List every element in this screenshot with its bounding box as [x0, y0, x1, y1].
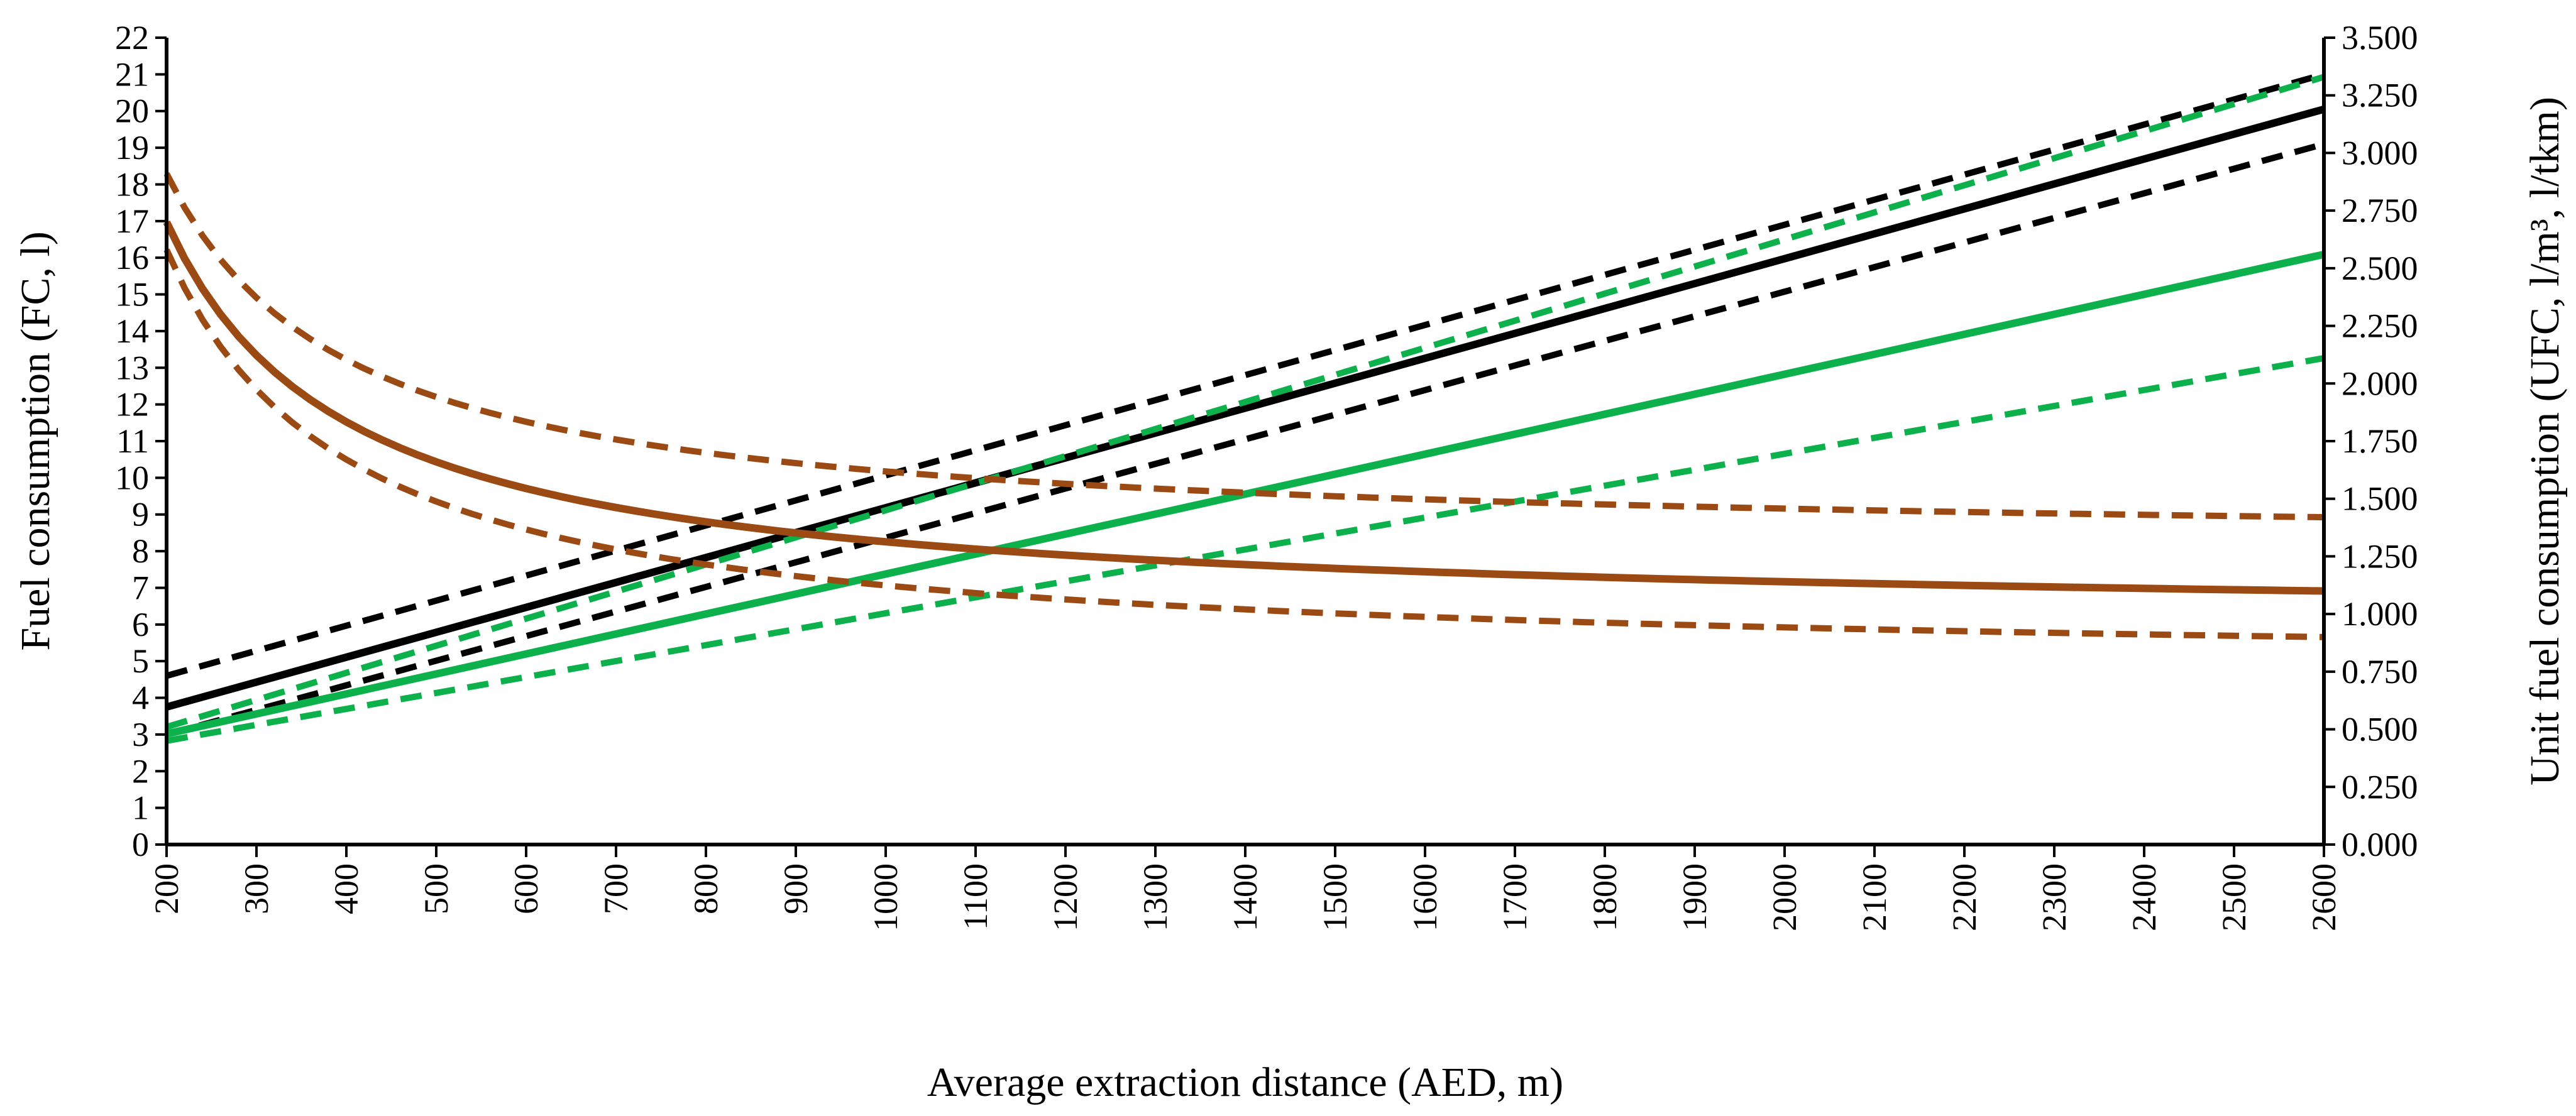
y-left-tick-label: 14	[115, 312, 149, 350]
x-tick-label: 1400	[1226, 863, 1264, 931]
series-layer	[163, 71, 2325, 744]
x-tick-label: 1700	[1496, 863, 1534, 931]
y-right-tick-label: 0.750	[2342, 653, 2418, 691]
x-tick-label: 900	[777, 863, 815, 914]
right-y-axis-title: Unit fuel consumption (UFC, l/m³, l/tkm)	[2522, 97, 2568, 785]
x-axis-title: Average extraction distance (AED, m)	[927, 1059, 1563, 1105]
y-left-tick-label: 21	[115, 55, 149, 93]
y-left-tick-label: 13	[115, 349, 149, 386]
series-line-3	[165, 141, 2325, 738]
y-left-tick-label: 1	[132, 789, 149, 827]
y-right-tick-label: 2.000	[2342, 364, 2418, 402]
y-left-tick-label: 18	[115, 165, 149, 203]
series-line-9	[163, 248, 2325, 640]
x-tick-label: 2500	[2215, 863, 2253, 931]
x-tick-label: 800	[687, 863, 725, 914]
y-left-tick-label: 6	[132, 606, 149, 643]
y-left-tick-label: 4	[132, 679, 149, 717]
series-line-4	[165, 74, 2325, 730]
x-tick-label: 1300	[1137, 863, 1174, 931]
x-tick-label: 1200	[1047, 863, 1084, 931]
y-left-tick-label: 12	[115, 386, 149, 424]
x-tick-label: 2600	[2305, 863, 2343, 931]
x-tick-label: 1900	[1676, 863, 1714, 931]
x-tick-label: 2300	[2035, 863, 2073, 931]
y-right-tick-label: 3.250	[2342, 77, 2418, 114]
x-tick-label: 1100	[957, 863, 994, 930]
x-tick-label: 2000	[1766, 863, 1803, 931]
x-tick-label: 200	[148, 863, 185, 914]
y-left-tick-label: 22	[115, 19, 149, 57]
y-left-tick-label: 17	[115, 202, 149, 240]
y-left-tick-label: 10	[115, 459, 149, 496]
y-left-tick-label: 7	[132, 569, 149, 606]
y-right-tick-label: 0.250	[2342, 768, 2418, 806]
y-right-tick-label: 2.250	[2342, 307, 2418, 345]
x-tick-label: 1600	[1406, 863, 1444, 931]
y-right-tick-label: 2.500	[2342, 249, 2418, 287]
y-left-tick-label: 0	[132, 826, 149, 863]
y-left-tick-label: 11	[116, 422, 149, 460]
left-y-axis-title: Fuel consumption (FC, l)	[13, 231, 58, 650]
x-tick-label: 2100	[1856, 863, 1893, 931]
x-tick-label: 1500	[1316, 863, 1354, 931]
y-right-tick-label: 0.000	[2342, 826, 2418, 863]
y-left-tick-label: 8	[132, 532, 149, 570]
series-line-5	[165, 250, 2325, 738]
x-tick-label: 2200	[1946, 863, 1983, 931]
y-left-tick-label: 15	[115, 276, 149, 314]
axes-layer	[165, 38, 2326, 846]
y-left-tick-label: 20	[115, 92, 149, 130]
y-right-tick-label: 3.000	[2342, 134, 2418, 172]
ticks-layer: 200 300 400 500 600 700 800 900 1000 1100 1200 1300…	[115, 19, 2418, 931]
y-left-tick-label: 9	[132, 496, 149, 533]
x-tick-label: 500	[417, 863, 455, 914]
series-line-2	[165, 106, 2325, 711]
x-tick-label: 2400	[2125, 863, 2163, 931]
x-tick-label: 1800	[1586, 863, 1624, 931]
y-left-tick-label: 16	[115, 239, 149, 276]
y-right-tick-label: 1.250	[2342, 537, 2418, 575]
y-left-tick-label: 5	[132, 642, 149, 680]
y-right-tick-label: 0.500	[2342, 711, 2418, 748]
y-left-tick-label: 19	[115, 129, 149, 167]
y-left-tick-label: 2	[132, 752, 149, 790]
x-tick-label: 300	[238, 863, 275, 914]
y-right-tick-label: 1.750	[2342, 422, 2418, 460]
y-right-tick-label: 1.500	[2342, 480, 2418, 518]
y-right-tick-label: 2.750	[2342, 192, 2418, 229]
series-line-8	[163, 220, 2325, 595]
x-tick-label: 400	[328, 863, 365, 914]
x-tick-label: 1000	[867, 863, 905, 931]
x-tick-label: 700	[597, 863, 635, 914]
y-right-tick-label: 3.500	[2342, 19, 2418, 57]
series-line-7	[163, 172, 2325, 521]
series-line-6	[166, 354, 2325, 744]
y-left-tick-label: 3	[132, 716, 149, 753]
y-right-tick-label: 1.000	[2342, 595, 2418, 633]
x-tick-label: 600	[507, 863, 545, 914]
